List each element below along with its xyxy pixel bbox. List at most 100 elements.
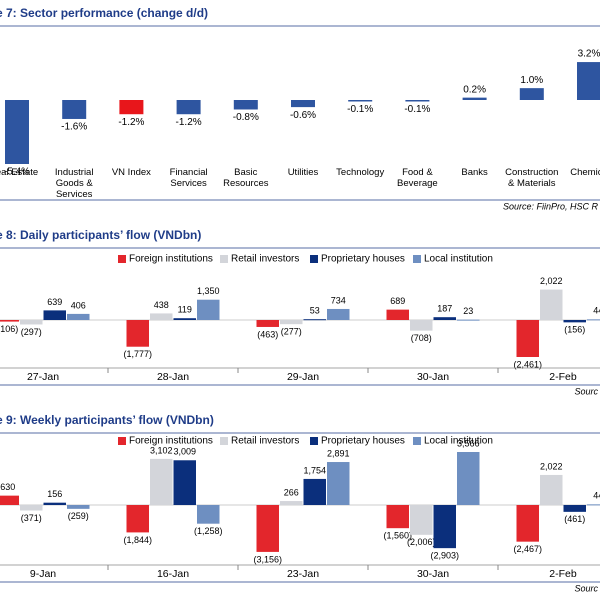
legend-label: Local institution bbox=[424, 436, 493, 447]
value-label: 406 bbox=[71, 300, 86, 310]
bar bbox=[563, 320, 586, 323]
category-label: Industrial Goods & Services bbox=[54, 167, 94, 200]
bar bbox=[303, 319, 326, 321]
category-label: 29-Jan bbox=[287, 371, 319, 383]
value-label: (106) bbox=[0, 324, 18, 334]
value-label: 2,022 bbox=[540, 461, 563, 471]
bar bbox=[256, 320, 279, 327]
legend-label: Retail investors bbox=[231, 436, 299, 447]
value-label: 44 bbox=[593, 491, 600, 501]
value-label: 3.2% bbox=[578, 49, 600, 60]
value-label: 53 bbox=[310, 306, 320, 316]
legend-label: Local institution bbox=[424, 254, 493, 265]
bar bbox=[457, 452, 480, 505]
value-label: 266 bbox=[284, 487, 299, 497]
value-label: (3,156) bbox=[253, 554, 282, 564]
bar bbox=[563, 505, 586, 512]
legend-label: Foreign institutions bbox=[129, 254, 213, 265]
legend-swatch bbox=[413, 255, 421, 263]
category-label: 30-Jan bbox=[417, 568, 449, 580]
legend-swatch bbox=[310, 255, 318, 263]
bar bbox=[0, 495, 19, 505]
legend-label: Proprietary houses bbox=[321, 436, 405, 447]
bar bbox=[67, 505, 90, 509]
bar bbox=[233, 100, 258, 110]
value-label: (259) bbox=[68, 511, 89, 521]
category-label: Construction & Materials bbox=[505, 167, 559, 189]
value-label: 1,754 bbox=[303, 465, 326, 475]
bar bbox=[386, 505, 409, 529]
bar bbox=[43, 502, 66, 505]
value-label: 0.2% bbox=[463, 84, 486, 95]
bar bbox=[462, 97, 487, 100]
bar bbox=[197, 299, 220, 320]
bar bbox=[43, 310, 66, 320]
bar bbox=[348, 100, 373, 102]
value-label: -0.6% bbox=[290, 110, 316, 121]
bar bbox=[519, 88, 544, 100]
category-label: 27-Jan bbox=[27, 371, 59, 383]
value-label: 44 bbox=[593, 306, 600, 316]
value-label: (2,461) bbox=[513, 359, 542, 369]
category-label: 16-Jan bbox=[157, 568, 189, 580]
bar bbox=[280, 501, 303, 505]
bar bbox=[540, 474, 563, 505]
value-label: 438 bbox=[154, 300, 169, 310]
value-label: (371) bbox=[21, 513, 42, 523]
value-label: 734 bbox=[331, 295, 346, 305]
value-label: 2,891 bbox=[327, 448, 350, 458]
category-label: 23-Jan bbox=[287, 568, 319, 580]
bar bbox=[433, 317, 456, 320]
value-label: (2,006) bbox=[407, 537, 436, 547]
legend-label: Retail investors bbox=[231, 254, 299, 265]
source: Sourc bbox=[574, 386, 598, 396]
category-label: Financial Services bbox=[169, 167, 208, 189]
value-label: (461) bbox=[564, 514, 585, 524]
value-label: (277) bbox=[281, 327, 302, 337]
value-label: (1,258) bbox=[194, 526, 223, 536]
bar bbox=[197, 505, 220, 524]
value-label: (1,560) bbox=[383, 531, 412, 541]
value-label: (156) bbox=[564, 325, 585, 335]
bar bbox=[126, 320, 149, 347]
bar bbox=[516, 320, 539, 357]
category-label: 2-Feb bbox=[549, 371, 577, 383]
bar bbox=[540, 289, 563, 320]
bar bbox=[150, 313, 173, 320]
value-label: (1,844) bbox=[123, 535, 152, 545]
bar bbox=[0, 320, 19, 322]
category-label: Food & Beverage bbox=[397, 167, 438, 189]
bar bbox=[303, 478, 326, 505]
legend-label: Proprietary houses bbox=[321, 254, 405, 265]
category-label: VN Index bbox=[111, 167, 151, 178]
bar bbox=[327, 308, 350, 320]
category-label: Banks bbox=[461, 167, 488, 178]
value-label: 3,566 bbox=[457, 438, 480, 448]
chart-title: e 8: Daily participants’ flow (VNDbn) bbox=[0, 228, 201, 242]
value-label: 630 bbox=[0, 482, 15, 492]
value-label: 639 bbox=[47, 297, 62, 307]
bar bbox=[20, 505, 43, 511]
value-label: (297) bbox=[21, 327, 42, 337]
category-label: eal Estate bbox=[0, 167, 39, 178]
category-label: Basic Resources bbox=[223, 167, 269, 189]
legend-swatch bbox=[413, 437, 421, 445]
category-label: 30-Jan bbox=[417, 371, 449, 383]
bar bbox=[516, 505, 539, 542]
chart-title: e 9: Weekly participants’ flow (VNDbn) bbox=[0, 413, 214, 427]
value-label: 689 bbox=[390, 296, 405, 306]
value-label: 156 bbox=[47, 489, 62, 499]
value-label: (2,467) bbox=[513, 544, 542, 554]
bar bbox=[410, 320, 433, 331]
value-label: (2,903) bbox=[430, 551, 459, 561]
bar bbox=[587, 319, 600, 321]
bar bbox=[386, 309, 409, 320]
source: Sourc bbox=[574, 583, 598, 593]
value-label: -5.4% bbox=[4, 167, 30, 178]
value-label: (708) bbox=[411, 333, 432, 343]
value-label: 119 bbox=[178, 305, 192, 315]
value-label: (1,777) bbox=[123, 349, 152, 359]
chart-title: e 7: Sector performance (change d/d) bbox=[0, 6, 208, 20]
